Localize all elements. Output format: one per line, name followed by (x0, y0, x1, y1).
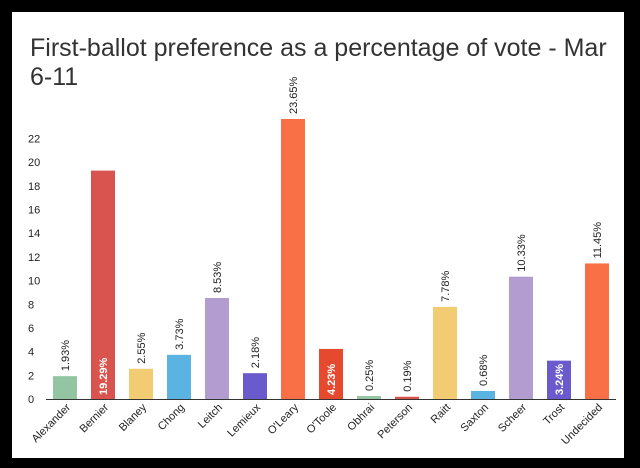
x-tick-label: Undecided (559, 402, 605, 448)
x-tick-label: Chong (156, 402, 187, 433)
bar (585, 263, 609, 399)
chart-title: First-ballot preference as a percentage … (30, 34, 607, 91)
bar (471, 390, 495, 399)
data-label: 7.78% (440, 270, 452, 301)
data-label: 0.25% (364, 360, 376, 391)
data-label: 4.23% (326, 364, 338, 395)
x-tick-label: O'Leary (266, 401, 302, 437)
data-label: 23.65% (288, 76, 300, 114)
x-tick-label: Alexander (30, 401, 74, 445)
chart-card: First-ballot preference as a percentage … (12, 12, 624, 458)
data-label: 1.93% (60, 340, 72, 371)
bar (357, 396, 381, 399)
x-tick-label: Raitt (429, 402, 453, 426)
data-label: 11.45% (592, 222, 604, 259)
bar (205, 298, 229, 399)
y-tick-label: 10 (28, 276, 40, 288)
bar (129, 368, 153, 399)
bar (547, 360, 571, 399)
bar (319, 348, 343, 399)
bar (281, 118, 305, 399)
y-tick-label: 6 (28, 323, 34, 335)
bar (433, 306, 457, 399)
bar (167, 354, 191, 399)
x-tick-label: Obhrai (345, 402, 377, 434)
data-label: 0.19% (402, 360, 414, 391)
bar (509, 276, 533, 399)
data-label: 0.68% (478, 355, 490, 386)
y-tick-label: 4 (28, 347, 34, 359)
y-tick-label: 2 (28, 370, 34, 382)
x-tick-label: Bernier (78, 401, 112, 435)
bar (53, 376, 77, 399)
data-label: 8.53% (212, 262, 224, 293)
x-tick-label: Leitch (196, 402, 225, 431)
y-tick-label: 12 (28, 252, 40, 264)
y-tick-label: 16 (28, 205, 40, 217)
x-tick-label: Lemieux (225, 401, 263, 439)
y-tick-label: 22 (28, 134, 40, 146)
x-tick-label: Peterson (376, 402, 416, 442)
y-tick-label: 8 (28, 299, 34, 311)
y-tick-label: 14 (28, 228, 40, 240)
x-tick-label: Scheer (496, 401, 529, 434)
data-label: 3.24% (554, 364, 566, 395)
data-label: 10.33% (516, 234, 528, 272)
y-tick-label: 18 (28, 181, 40, 193)
x-tick-label: O'Toole (305, 402, 340, 437)
data-label: 2.55% (136, 332, 148, 363)
data-label: 2.18% (250, 337, 262, 368)
x-tick-label: Trost (541, 402, 567, 428)
y-tick-label: 0 (28, 394, 34, 406)
y-tick-label: 20 (28, 157, 40, 169)
x-tick-label: Saxton (458, 402, 491, 435)
bar (395, 396, 419, 399)
data-label: 3.73% (174, 318, 186, 349)
data-label: 19.29% (98, 357, 110, 395)
bar (243, 373, 267, 399)
bar-chart: 0 2 4 6 8 10 12 14 16 18 20 22 1.93% Alexander 19.29% B… (28, 76, 616, 448)
bar (91, 170, 115, 399)
x-tick-label: Blaney (117, 401, 150, 434)
